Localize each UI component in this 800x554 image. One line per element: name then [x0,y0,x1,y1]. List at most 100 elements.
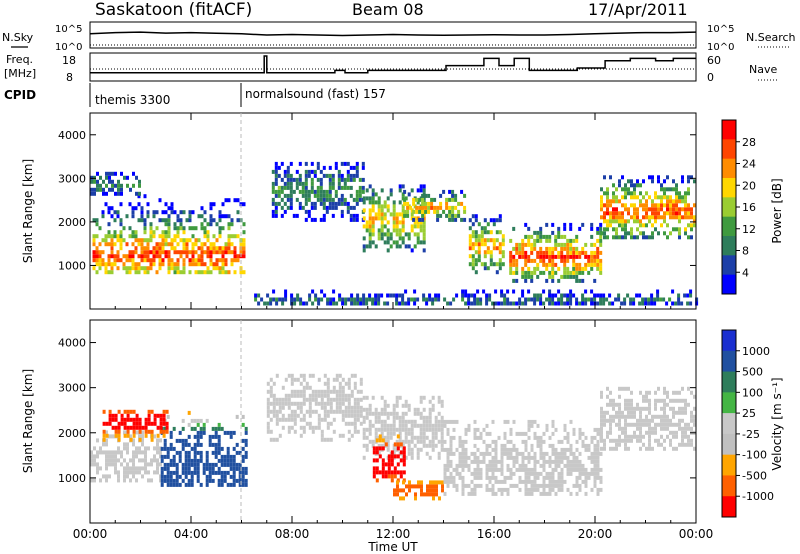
heatmap-cell [584,483,588,488]
heatmap-cell [123,175,126,180]
heatmap-cell [678,410,681,415]
heatmap-cell [669,422,672,427]
heatmap-cell [281,301,285,306]
heatmap-cell [458,471,462,476]
heatmap-cell [93,462,96,467]
heatmap-cell [489,254,493,259]
heatmap-cell [156,470,159,475]
heatmap-cell [378,470,382,475]
heatmap-cell [554,463,558,468]
heatmap-cell [512,246,516,251]
heatmap-cell [284,377,288,382]
heatmap-cell [159,454,162,459]
heatmap-cell [298,201,302,206]
heatmap-cell [603,191,606,196]
heatmap-cell [639,183,642,188]
heatmap-cell [190,446,194,451]
heatmap-cell [132,458,135,463]
heatmap-cell [341,297,345,302]
heatmap-cell [539,471,543,476]
heatmap-cell [194,238,198,243]
heatmap-cell [371,232,375,237]
heatmap-cell [287,397,291,402]
heatmap-cell [323,393,327,398]
heatmap-cell [603,442,606,447]
heatmap-cell [536,471,540,476]
heatmap-cell [102,429,106,434]
heatmap-cell [536,274,540,279]
heatmap-cell [290,389,294,394]
heatmap-cell [473,471,477,476]
heatmap-cell [432,492,435,497]
heatmap-cell [229,466,233,471]
heatmap-cell [448,217,452,222]
heatmap-cell [615,211,618,216]
heatmap-cell [320,429,324,434]
heatmap-cell [328,185,332,190]
heatmap-cell [684,398,687,403]
heatmap-cell [644,301,648,306]
heatmap-cell [287,417,291,422]
heatmap-cell [326,397,330,402]
heatmap-cell [197,238,201,243]
heatmap-cell [603,227,606,232]
heatmap-cell [441,480,444,485]
heatmap-cell [419,435,423,440]
heatmap-cell [102,437,106,442]
heatmap-cell [223,454,227,459]
heatmap-cell [304,197,308,202]
heatmap-cell [527,455,531,460]
heatmap-cell [471,266,475,271]
heatmap-cell [615,187,618,192]
heatmap-cell [335,401,339,406]
heatmap-cell [389,423,393,428]
heatmap-cell [281,297,285,302]
heatmap-cell [236,210,240,215]
heatmap-cell [578,270,582,275]
heatmap-cell [135,175,138,180]
heatmap-cell [560,293,564,298]
heatmap-cell [615,422,618,427]
heatmap-cell [457,213,461,218]
heatmap-cell [227,234,231,239]
heatmap-cell [563,246,567,251]
heatmap-cell [134,206,138,211]
heatmap-cell [217,446,221,451]
heatmap-cell [311,301,315,306]
heatmap-cell [660,187,663,192]
heatmap-cell [407,451,411,456]
heatmap-cell [126,466,129,471]
heatmap-cell [512,270,516,275]
heatmap-cell [159,413,163,418]
heatmap-cell [146,258,150,263]
heatmap-cell [96,450,99,455]
heatmap-cell [307,193,311,198]
heatmap-cell [128,226,132,231]
heatmap-cell [138,179,141,184]
heatmap-cell [114,417,118,422]
heatmap-cell [618,394,621,399]
heatmap-cell [217,470,221,475]
colorbar-swatch [722,371,736,393]
heatmap-cell [169,458,173,463]
heatmap-cell [284,393,288,398]
heatmap-cell [521,246,525,251]
heatmap-cell [349,217,353,222]
heatmap-cell [122,238,126,243]
heatmap-cell [651,430,654,435]
heatmap-cell [96,171,99,176]
heatmap-cell [551,423,555,428]
heatmap-cell [320,433,324,438]
heatmap-cell [368,431,372,436]
heatmap-cell [554,270,558,275]
heatmap-cell [175,466,179,471]
heatmap-cell [657,398,660,403]
heatmap-cell [110,238,114,243]
heatmap-cell [427,205,431,210]
heatmap-cell [278,417,282,422]
heatmap-cell [392,415,396,420]
heatmap-cell [569,297,573,302]
heatmap-cell [343,161,347,166]
heatmap-cell [328,165,332,170]
